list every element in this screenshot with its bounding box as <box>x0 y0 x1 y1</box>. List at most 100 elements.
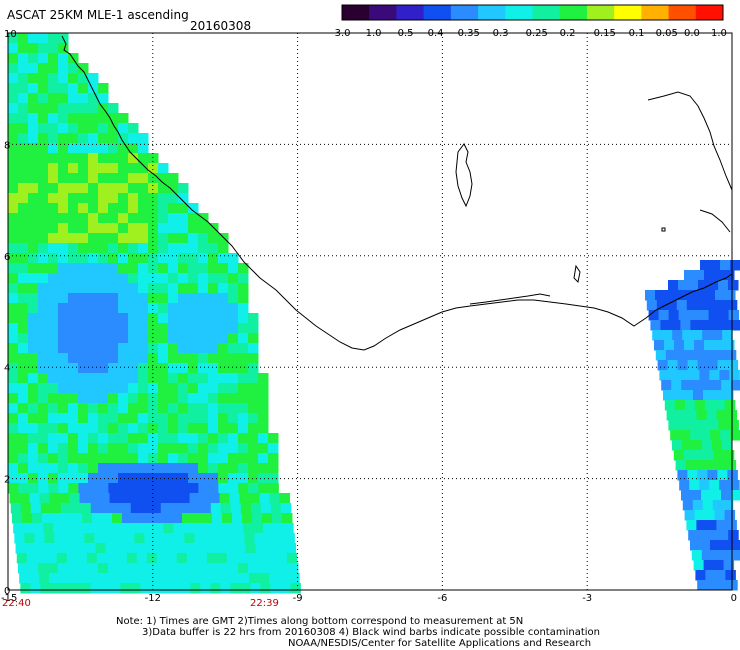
swath-cell <box>108 183 119 194</box>
swath-cell <box>186 553 198 564</box>
swath-cell <box>158 463 169 474</box>
swath-cell <box>63 523 74 534</box>
swath-cell <box>48 193 59 204</box>
swath-cell <box>68 183 79 194</box>
swath-cell <box>245 543 257 554</box>
swath-cell <box>148 183 159 194</box>
swath-cell <box>128 213 139 224</box>
swath-cell <box>218 263 229 274</box>
swath-cell <box>128 283 139 294</box>
swath-cell <box>128 383 139 394</box>
swath-cell <box>218 473 229 484</box>
swath-cell <box>118 213 129 224</box>
x-tick-label: -6 <box>437 593 447 604</box>
swath-cell <box>28 363 39 374</box>
plot-frame <box>7 32 733 591</box>
swath-cell <box>38 303 49 314</box>
swath-cell <box>284 533 295 544</box>
swath-cell <box>697 360 709 371</box>
swath-cell <box>714 400 726 411</box>
swath-cell <box>8 363 19 374</box>
swath-cell <box>118 143 129 154</box>
swath-cell <box>251 513 263 524</box>
swath-cell <box>48 303 59 314</box>
swath-cell <box>707 470 718 481</box>
swath-cell <box>128 273 139 284</box>
swath-cell <box>68 403 79 414</box>
swath-cell <box>666 410 678 421</box>
swath-cell <box>88 103 99 114</box>
swath-cell <box>238 303 249 314</box>
swath-cell <box>28 63 39 74</box>
swath-cell <box>240 583 251 594</box>
swath-cell <box>58 73 69 84</box>
swath-cell <box>38 463 49 474</box>
swath-cell <box>682 500 694 511</box>
swath-cell <box>178 423 189 434</box>
swath-cell <box>48 373 59 384</box>
swath-cell <box>108 433 119 444</box>
swath-cell <box>48 63 59 74</box>
swath-cell <box>228 373 239 384</box>
swath-cell <box>719 480 730 491</box>
swath-cell <box>29 493 41 504</box>
swath-cell <box>38 293 49 304</box>
swath-cell <box>168 223 179 234</box>
swath-cell <box>14 533 25 544</box>
swath-cell <box>720 320 731 331</box>
swath-cell <box>695 350 707 361</box>
swath-cell <box>238 373 249 384</box>
swath-cell <box>168 413 179 424</box>
swath-cell <box>238 323 249 334</box>
swath-cell <box>128 333 139 344</box>
swath-cell <box>178 293 189 304</box>
swath-cell <box>253 523 264 534</box>
swath-cell <box>228 353 239 364</box>
swath-cell <box>88 113 99 124</box>
swath-cell <box>722 330 733 341</box>
swath-cell <box>730 260 740 271</box>
swath-cell <box>208 253 219 264</box>
swath-cell <box>240 503 252 514</box>
swath-cell <box>260 503 272 514</box>
swath-cell <box>109 493 121 504</box>
swath-cell <box>8 173 19 184</box>
observation-date: 20160308 <box>190 19 252 33</box>
swath-cell <box>698 530 709 541</box>
swath-cell <box>218 363 229 374</box>
swath-cell <box>99 573 110 584</box>
swath-cell <box>8 253 19 264</box>
swath-cell <box>169 573 180 584</box>
swath-cell <box>93 523 104 534</box>
swath-cell <box>230 503 242 514</box>
coastline-small-lake <box>455 143 473 208</box>
swath-cell <box>28 213 39 224</box>
swath-cell <box>48 423 59 434</box>
swath-cell <box>128 453 139 464</box>
swath-cell <box>88 353 99 364</box>
swath-cell <box>18 293 29 304</box>
swath-cell <box>78 73 89 84</box>
swath-cell <box>178 333 189 344</box>
swath-cell <box>149 493 161 504</box>
swath-cell <box>138 233 149 244</box>
swath-cell <box>49 573 60 584</box>
swath-cell <box>128 153 139 164</box>
swath-cell <box>208 223 219 234</box>
swath-cell <box>58 243 69 254</box>
swath-cell <box>731 550 740 561</box>
swath-cell <box>188 363 199 374</box>
swath-cell <box>98 233 109 244</box>
swath-cell <box>160 583 171 594</box>
swath-cell <box>39 573 50 584</box>
swath-cell <box>38 453 49 464</box>
swath-cell <box>18 183 29 194</box>
swath-cell <box>668 280 679 291</box>
swath-cell <box>208 293 219 304</box>
swath-cell <box>18 153 29 164</box>
swath-time-start: 22:40 <box>2 598 31 609</box>
swath-cell <box>238 313 249 324</box>
swath-cell <box>178 253 189 264</box>
swath-cell <box>48 53 59 64</box>
swath-cell <box>113 523 124 534</box>
